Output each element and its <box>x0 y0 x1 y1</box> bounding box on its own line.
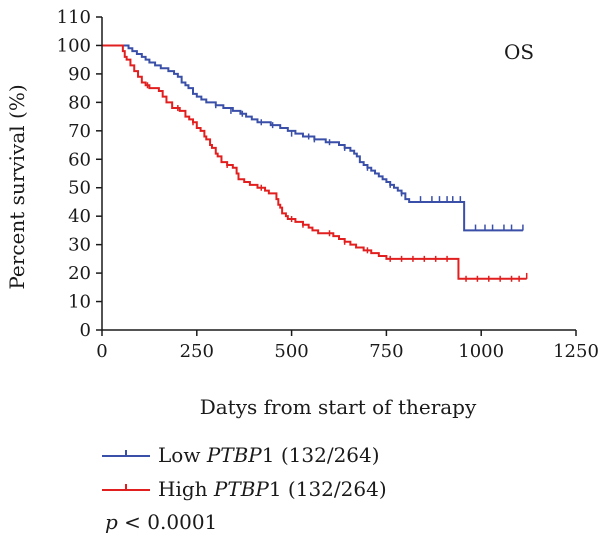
series-line-low <box>102 44 523 232</box>
legend-label-low: Low PTBP1 (132/264) <box>158 443 380 467</box>
y-tick-label: 40 <box>68 206 91 227</box>
y-tick-label: 70 <box>68 121 91 142</box>
y-tick-label: 30 <box>68 235 91 256</box>
y-tick-label: 20 <box>68 263 91 284</box>
y-tick-label: 50 <box>68 178 91 199</box>
y-tick-label: 10 <box>68 292 91 313</box>
x-axis-title: Datys from start of therapy <box>200 395 477 419</box>
axes <box>101 17 576 331</box>
x-tick-label: 250 <box>180 341 214 362</box>
x-tick-label: 1250 <box>553 341 599 362</box>
ticks: 0 10 20 30 40 50 60 70 80 90 100 110 0 250 500 750 1000 1… <box>57 7 599 362</box>
legend-label-high: High PTBP1 (132/264) <box>158 477 387 501</box>
plot-lines <box>102 44 528 282</box>
y-tick-label: 60 <box>68 149 91 170</box>
legend: Low PTBP1 (132/264) High PTBP1 (132/264) <box>102 443 387 501</box>
y-tick-label: 90 <box>68 64 91 85</box>
series-line-high <box>102 44 527 280</box>
legend-item-low: Low PTBP1 (132/264) <box>102 443 380 467</box>
x-tick-label: 0 <box>96 341 107 362</box>
os-annotation: OS <box>504 40 534 64</box>
x-tick-label: 500 <box>274 341 308 362</box>
y-tick-label: 110 <box>57 7 91 28</box>
x-tick-label: 750 <box>369 341 403 362</box>
p-value-label: p < 0.0001 <box>105 510 217 534</box>
y-tick-label: 80 <box>68 92 91 113</box>
y-tick-label: 100 <box>57 35 91 56</box>
x-tick-label: 1000 <box>458 341 504 362</box>
legend-item-high: High PTBP1 (132/264) <box>102 477 387 501</box>
y-axis-title: Percent survival (%) <box>5 84 29 289</box>
y-tick-label: 0 <box>80 320 91 341</box>
